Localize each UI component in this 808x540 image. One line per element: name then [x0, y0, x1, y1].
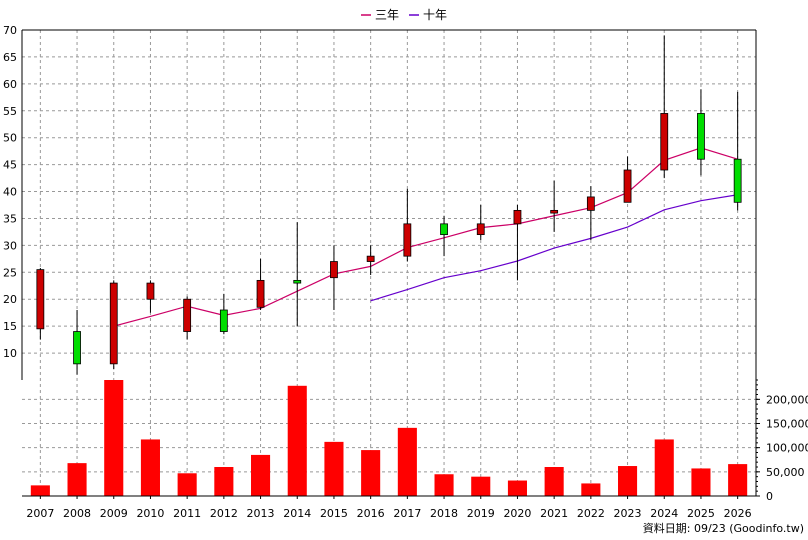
year-label: 2012: [210, 507, 238, 520]
volume-bar: [691, 468, 711, 496]
year-label: 2014: [283, 507, 311, 520]
candle-body: [73, 331, 81, 365]
year-label: 2026: [724, 507, 752, 520]
candle-body: [256, 279, 265, 308]
price-tick-label: 60: [3, 78, 17, 91]
volume-tick-label: 0: [766, 490, 773, 503]
year-label: 2018: [430, 507, 458, 520]
volume-bar: [214, 467, 234, 496]
candle-body: [697, 113, 705, 160]
x-axis-year-labels: 2007 2008 2009 2010 2011 2012 2013 2014 2015 2016…: [26, 496, 752, 520]
candle-body: [586, 196, 595, 211]
year-label: 2010: [136, 507, 164, 520]
volume-tick-label: 100,000: [766, 442, 808, 455]
year-label: 2008: [63, 507, 91, 520]
year-label: 2024: [650, 507, 678, 520]
year-label: 2021: [540, 507, 568, 520]
data-date-footnote: 資料日期: 09/23 (Goodinfo.tw): [643, 521, 804, 535]
price-tick-label: 35: [3, 212, 17, 225]
candle-body: [109, 282, 118, 365]
volume-bar: [507, 480, 527, 496]
price-tick-label: 40: [3, 186, 17, 199]
candle-body: [660, 113, 669, 171]
candle-body: [733, 158, 742, 203]
year-label: 2011: [173, 507, 201, 520]
year-label: 2022: [577, 507, 605, 520]
price-tick-label: 55: [3, 105, 17, 118]
price-tick-label: 30: [3, 239, 17, 252]
volume-tick-label: 50,000: [766, 466, 805, 479]
price-y-axis: 10 15 20 25 30 35 40 45 50 55 60 65 70: [3, 24, 17, 360]
price-tick-label: 65: [3, 51, 17, 64]
year-label: 2020: [503, 507, 531, 520]
price-tick-label: 45: [3, 159, 17, 172]
year-label: 2017: [393, 507, 421, 520]
price-tick-label: 25: [3, 266, 17, 279]
candle-body: [330, 261, 338, 279]
year-label: 2019: [467, 507, 495, 520]
price-tick-label: 10: [3, 347, 17, 360]
volume-bar: [67, 463, 87, 496]
legend: 三年 十年: [361, 8, 447, 22]
volume-bars: [30, 380, 748, 496]
legend-label: 十年: [423, 8, 447, 22]
moving-average-lines: [113, 147, 738, 327]
plot-background: [22, 30, 756, 496]
year-label: 2013: [247, 507, 275, 520]
candle-body: [440, 223, 448, 236]
volume-tick-label: 150,000: [766, 418, 808, 431]
ma-line-10yr: [370, 194, 738, 302]
volume-y-axis: 0 50,000 100,000 150,000 200,000: [756, 379, 808, 503]
price-grid: [22, 29, 756, 496]
ma-line-3yr: [113, 147, 738, 327]
price-tick-label: 15: [3, 320, 17, 333]
candle-body: [366, 255, 375, 262]
volume-bar: [434, 474, 454, 496]
candle-body: [183, 298, 192, 332]
volume-bar: [654, 439, 674, 496]
year-label: 2007: [26, 507, 54, 520]
legend-label: 三年: [375, 8, 399, 22]
volume-bar: [140, 439, 160, 496]
candle-body: [623, 169, 632, 203]
volume-bar: [177, 473, 197, 496]
volume-bar: [361, 450, 381, 496]
volume-bar: [30, 485, 50, 496]
volume-bar: [104, 380, 124, 496]
volume-tick-label: 200,000: [766, 393, 808, 406]
volume-bar: [581, 483, 601, 496]
volume-bar: [324, 441, 344, 496]
candle-body: [513, 209, 522, 225]
volume-bar: [251, 454, 271, 496]
year-label: 2023: [614, 507, 642, 520]
year-label: 2015: [320, 507, 348, 520]
price-tick-label: 20: [3, 293, 17, 306]
volume-bar: [544, 467, 564, 496]
volume-bar: [471, 476, 491, 496]
candle-body: [476, 223, 485, 236]
candlesticks: [36, 35, 742, 375]
year-label: 2016: [357, 507, 385, 520]
volume-bar: [618, 466, 638, 496]
year-label: 2009: [100, 507, 128, 520]
candle-body: [550, 209, 559, 214]
candle-body: [403, 223, 412, 257]
plot-frame: [21, 29, 757, 497]
price-tick-label: 50: [3, 132, 17, 145]
volume-bar: [397, 427, 417, 496]
candle-body: [219, 309, 228, 332]
volume-bar: [728, 464, 748, 496]
year-label: 2025: [687, 507, 715, 520]
price-tick-label: 70: [3, 24, 17, 37]
volume-bar: [287, 385, 307, 496]
candle-body: [146, 282, 155, 300]
candle-body: [36, 269, 45, 330]
candle-body: [293, 279, 302, 284]
